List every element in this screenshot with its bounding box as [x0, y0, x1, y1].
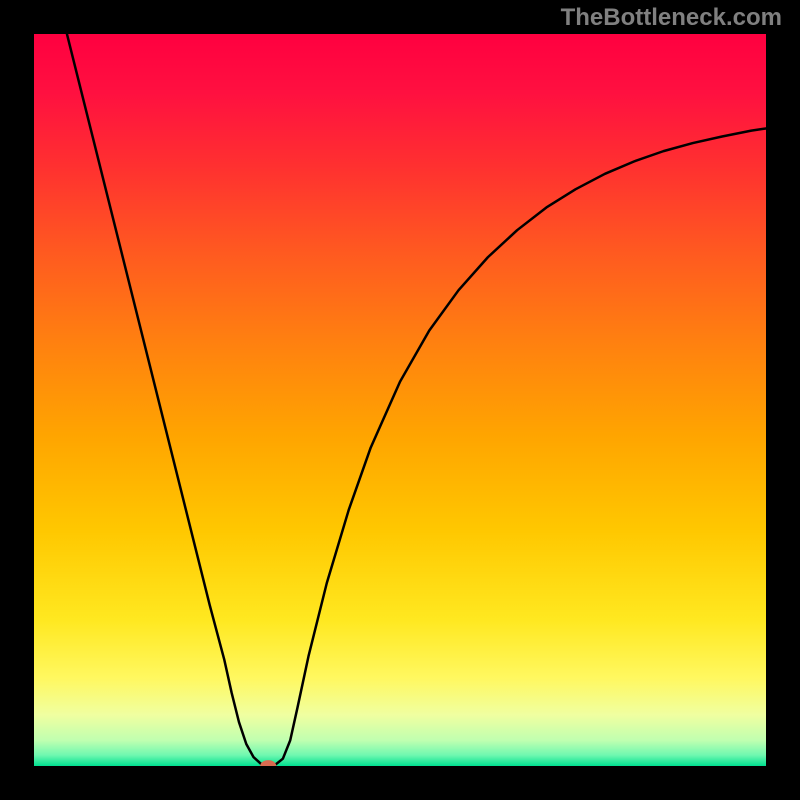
stage: TheBottleneck.com — [0, 0, 800, 800]
watermark-text: TheBottleneck.com — [561, 4, 782, 32]
gradient-background — [34, 34, 766, 766]
plot-svg — [34, 34, 766, 766]
